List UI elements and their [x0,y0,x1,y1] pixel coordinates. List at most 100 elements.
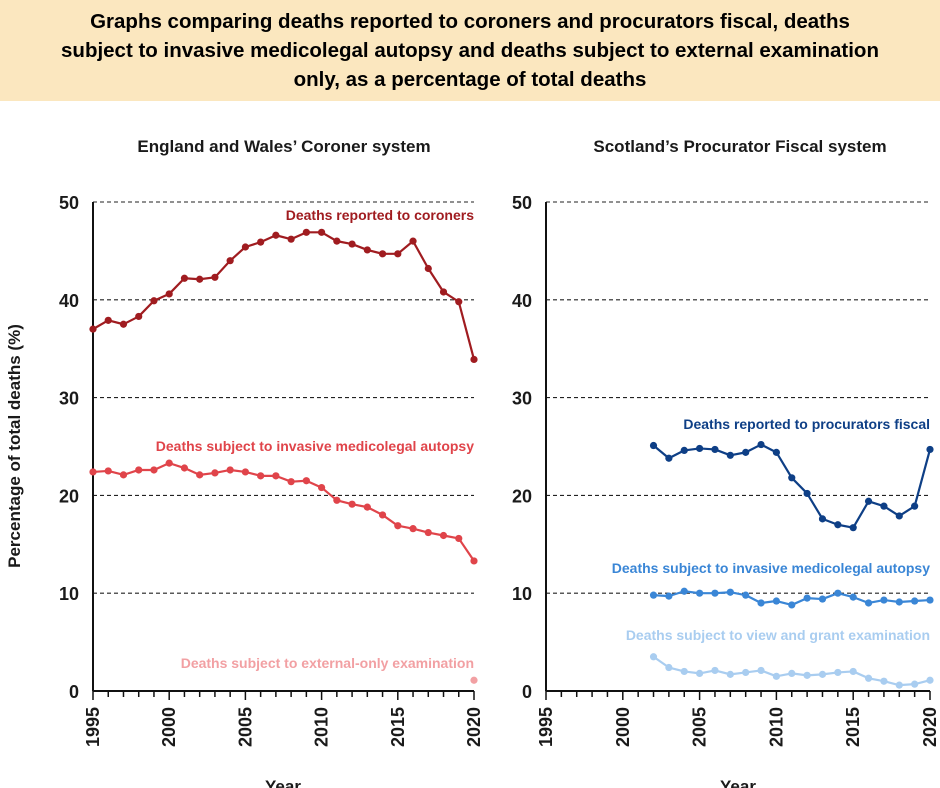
x-tick-label: 2000 [613,707,633,747]
data-point-deaths-reported-to-coroners [302,228,310,236]
data-point-deaths-reported-to-coroners [333,237,341,245]
data-point-deaths-reported-to-procurators-fiscal [665,454,673,462]
y-tick-label: 40 [512,291,532,311]
data-point-deaths-reported-to-coroners [119,320,128,328]
series-line-deaths-reported-to-procurators-fiscal [652,443,932,529]
plot-england-wales: 0 10 20 30 40 50 1995 2000 2005 2010 2015 2020 Death… [59,193,484,747]
data-point-deaths-subject-to-view-and-grant-examination [803,671,811,679]
data-point-deaths-subject-to-view-and-grant-examination [834,668,842,677]
data-point-deaths-subject-to-invasive-medicolegal-autopsy [834,589,842,597]
data-point-deaths-subject-to-invasive-medicolegal-autopsy [165,459,173,467]
data-point-deaths-reported-to-coroners [424,264,432,273]
chart-england-wales: England and Wales’ Coroner system Year 0… [59,137,484,788]
data-point-deaths-subject-to-invasive-medicolegal-autopsy [455,534,463,543]
series-line-deaths-subject-to-invasive-medicolegal-autopsy [92,462,475,562]
data-point-deaths-reported-to-coroners [226,257,234,265]
data-point-deaths-reported-to-coroners [150,297,158,305]
data-point-deaths-reported-to-coroners [272,231,280,239]
x-tick-label: 2010 [312,707,332,747]
data-point-deaths-reported-to-procurators-fiscal [803,489,811,498]
data-point-deaths-reported-to-coroners [257,238,265,246]
data-point-deaths-subject-to-view-and-grant-examination [680,667,688,676]
data-point-deaths-reported-to-procurators-fiscal [772,448,781,456]
data-point-deaths-subject-to-invasive-medicolegal-autopsy [211,469,219,477]
y-tick-label: 30 [512,389,532,409]
data-point-deaths-reported-to-procurators-fiscal [680,446,688,455]
data-point-deaths-reported-to-procurators-fiscal [818,515,827,523]
data-point-deaths-reported-to-procurators-fiscal [864,497,873,505]
y-tick-label: 50 [59,193,79,213]
data-point-deaths-subject-to-invasive-medicolegal-autopsy [696,589,704,597]
data-point-deaths-subject-to-invasive-medicolegal-autopsy [788,601,796,609]
series-label-deaths-reported-to-procurators-fiscal: Deaths reported to procurators fiscal [683,416,930,432]
data-point-deaths-reported-to-procurators-fiscal [834,521,842,529]
y-tick-label: 0 [69,682,79,702]
data-point-deaths-reported-to-procurators-fiscal [726,451,734,459]
x-axis-label-scotland: Year [720,777,756,788]
data-point-deaths-subject-to-invasive-medicolegal-autopsy [424,528,432,537]
data-point-deaths-reported-to-coroners [439,288,448,296]
data-point-deaths-reported-to-coroners [180,274,189,282]
data-point-deaths-subject-to-view-and-grant-examination [711,666,719,675]
data-point-deaths-subject-to-invasive-medicolegal-autopsy [135,466,143,474]
data-point-deaths-subject-to-invasive-medicolegal-autopsy [180,464,189,472]
data-point-deaths-subject-to-invasive-medicolegal-autopsy [818,595,827,603]
data-point-deaths-subject-to-invasive-medicolegal-autopsy [150,466,158,474]
x-tick-label: 2005 [690,707,710,747]
x-tick-label: 2015 [843,707,863,747]
data-point-deaths-reported-to-procurators-fiscal [926,445,934,454]
data-point-deaths-subject-to-invasive-medicolegal-autopsy [772,597,781,605]
data-point-deaths-reported-to-procurators-fiscal [696,444,704,453]
chart-scotland: Scotland’s Procurator Fiscal system Year… [512,137,940,788]
data-point-deaths-subject-to-external-only-examination [470,676,478,684]
charts-area: Percentage of total deaths (%) England a… [5,137,940,788]
data-point-deaths-subject-to-invasive-medicolegal-autopsy [348,500,356,508]
data-point-deaths-reported-to-coroners [135,312,143,321]
data-point-deaths-subject-to-invasive-medicolegal-autopsy [119,471,128,479]
data-point-deaths-subject-to-view-and-grant-examination [726,670,734,678]
data-point-deaths-subject-to-invasive-medicolegal-autopsy [257,472,265,480]
x-tick-label: 2000 [159,707,179,747]
x-tick-label: 1995 [83,707,103,747]
data-point-deaths-reported-to-procurators-fiscal [895,512,903,520]
data-point-deaths-subject-to-invasive-medicolegal-autopsy [864,599,873,607]
data-point-deaths-subject-to-invasive-medicolegal-autopsy [680,587,688,595]
data-point-deaths-subject-to-invasive-medicolegal-autopsy [318,483,326,492]
data-point-deaths-subject-to-invasive-medicolegal-autopsy [470,557,478,565]
data-point-deaths-subject-to-view-and-grant-examination [864,674,873,682]
data-point-deaths-subject-to-view-and-grant-examination [665,663,673,672]
series-label-deaths-subject-to-invasive-medicolegal-autopsy: Deaths subject to invasive medicolegal a… [156,438,474,454]
data-point-deaths-reported-to-coroners [394,250,402,258]
data-point-deaths-subject-to-invasive-medicolegal-autopsy [926,596,934,604]
data-point-deaths-reported-to-coroners [241,243,249,251]
data-point-deaths-subject-to-invasive-medicolegal-autopsy [241,468,249,476]
data-point-deaths-subject-to-invasive-medicolegal-autopsy [333,496,341,504]
data-point-deaths-subject-to-invasive-medicolegal-autopsy [665,592,673,600]
data-point-deaths-subject-to-view-and-grant-examination [696,669,704,677]
series-label-deaths-subject-to-external-only-examination: Deaths subject to external-only examinat… [181,655,474,671]
y-tick-label: 0 [522,682,532,702]
data-point-deaths-reported-to-coroners [196,275,204,283]
data-point-deaths-subject-to-view-and-grant-examination [926,676,934,684]
x-tick-label: 2015 [388,707,408,747]
data-point-deaths-subject-to-invasive-medicolegal-autopsy [439,531,448,540]
data-point-deaths-subject-to-invasive-medicolegal-autopsy [726,588,734,596]
data-point-deaths-subject-to-invasive-medicolegal-autopsy [757,599,765,607]
data-point-deaths-subject-to-invasive-medicolegal-autopsy [895,598,903,606]
data-point-deaths-subject-to-invasive-medicolegal-autopsy [711,589,719,597]
data-point-deaths-reported-to-coroners [455,298,463,306]
data-point-deaths-reported-to-coroners [287,235,295,243]
data-point-deaths-reported-to-procurators-fiscal [911,502,919,510]
data-point-deaths-reported-to-coroners [363,246,371,254]
data-point-deaths-subject-to-view-and-grant-examination [880,677,888,685]
data-point-deaths-subject-to-view-and-grant-examination [788,669,796,677]
data-point-deaths-reported-to-coroners [211,273,219,281]
y-tick-label: 10 [512,584,532,604]
data-point-deaths-subject-to-view-and-grant-examination [849,667,857,676]
data-point-deaths-reported-to-coroners [89,325,97,333]
data-point-deaths-reported-to-coroners [104,316,112,324]
data-point-deaths-subject-to-invasive-medicolegal-autopsy [649,591,658,599]
plot-scotland: 0 10 20 30 40 50 1995 2000 2005 2010 2015 2020 Death… [512,193,940,747]
x-tick-label: 1995 [536,707,556,747]
data-point-deaths-reported-to-coroners [470,355,478,364]
